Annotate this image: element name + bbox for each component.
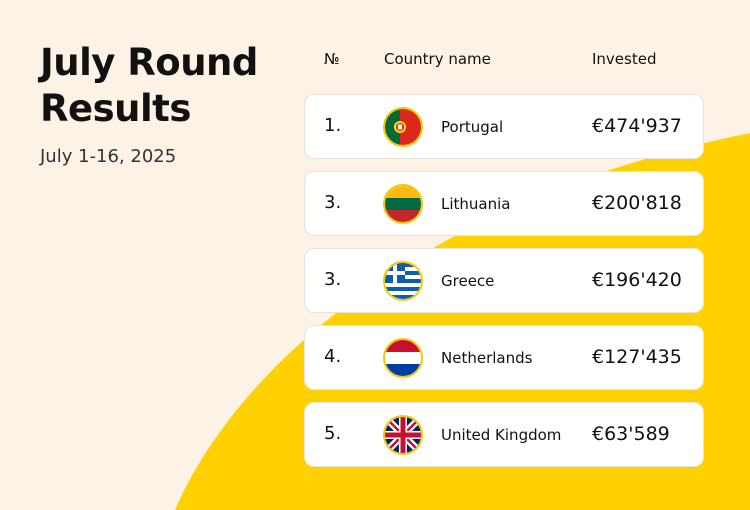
row-rank: 3. xyxy=(324,192,342,213)
row-country-name: Netherlands xyxy=(441,349,533,367)
table-row: 4. Netherlands €127'435 xyxy=(304,325,704,390)
row-country-name: Portugal xyxy=(441,118,504,136)
row-invested-amount: €63'589 xyxy=(592,423,670,445)
row-country-name: Greece xyxy=(441,272,495,290)
row-country-name: Lithuania xyxy=(441,195,511,213)
table-row: 5. United Kingdom €63'589 xyxy=(304,402,704,467)
row-rank: 3. xyxy=(324,269,342,290)
row-rank: 1. xyxy=(324,115,342,136)
lithuania-flag-icon xyxy=(383,184,423,224)
title-line-1: July Round xyxy=(40,41,258,84)
column-header-country: Country name xyxy=(384,50,491,68)
greece-flag-icon xyxy=(383,261,423,301)
table-row: 3. Greece €196'420 xyxy=(304,248,704,313)
table-row: 1. Portugal €474'937 xyxy=(304,94,704,159)
netherlands-flag-icon xyxy=(383,338,423,378)
row-rank: 4. xyxy=(324,346,342,367)
column-header-invested: Invested xyxy=(592,50,657,68)
row-rank: 5. xyxy=(324,423,342,444)
row-invested-amount: €200'818 xyxy=(592,192,682,214)
portugal-flag-icon xyxy=(383,107,423,147)
row-invested-amount: €196'420 xyxy=(592,269,682,291)
date-range: July 1-16, 2025 xyxy=(40,146,177,167)
row-invested-amount: €474'937 xyxy=(592,115,682,137)
column-header-number: № xyxy=(324,50,340,68)
table-row: 3. Lithuania €200'818 xyxy=(304,171,704,236)
uk-flag-icon xyxy=(383,415,423,455)
row-country-name: United Kingdom xyxy=(441,426,562,444)
title-line-2: Results xyxy=(40,87,191,130)
row-invested-amount: €127'435 xyxy=(592,346,682,368)
page-title: July Round Results xyxy=(40,40,258,132)
